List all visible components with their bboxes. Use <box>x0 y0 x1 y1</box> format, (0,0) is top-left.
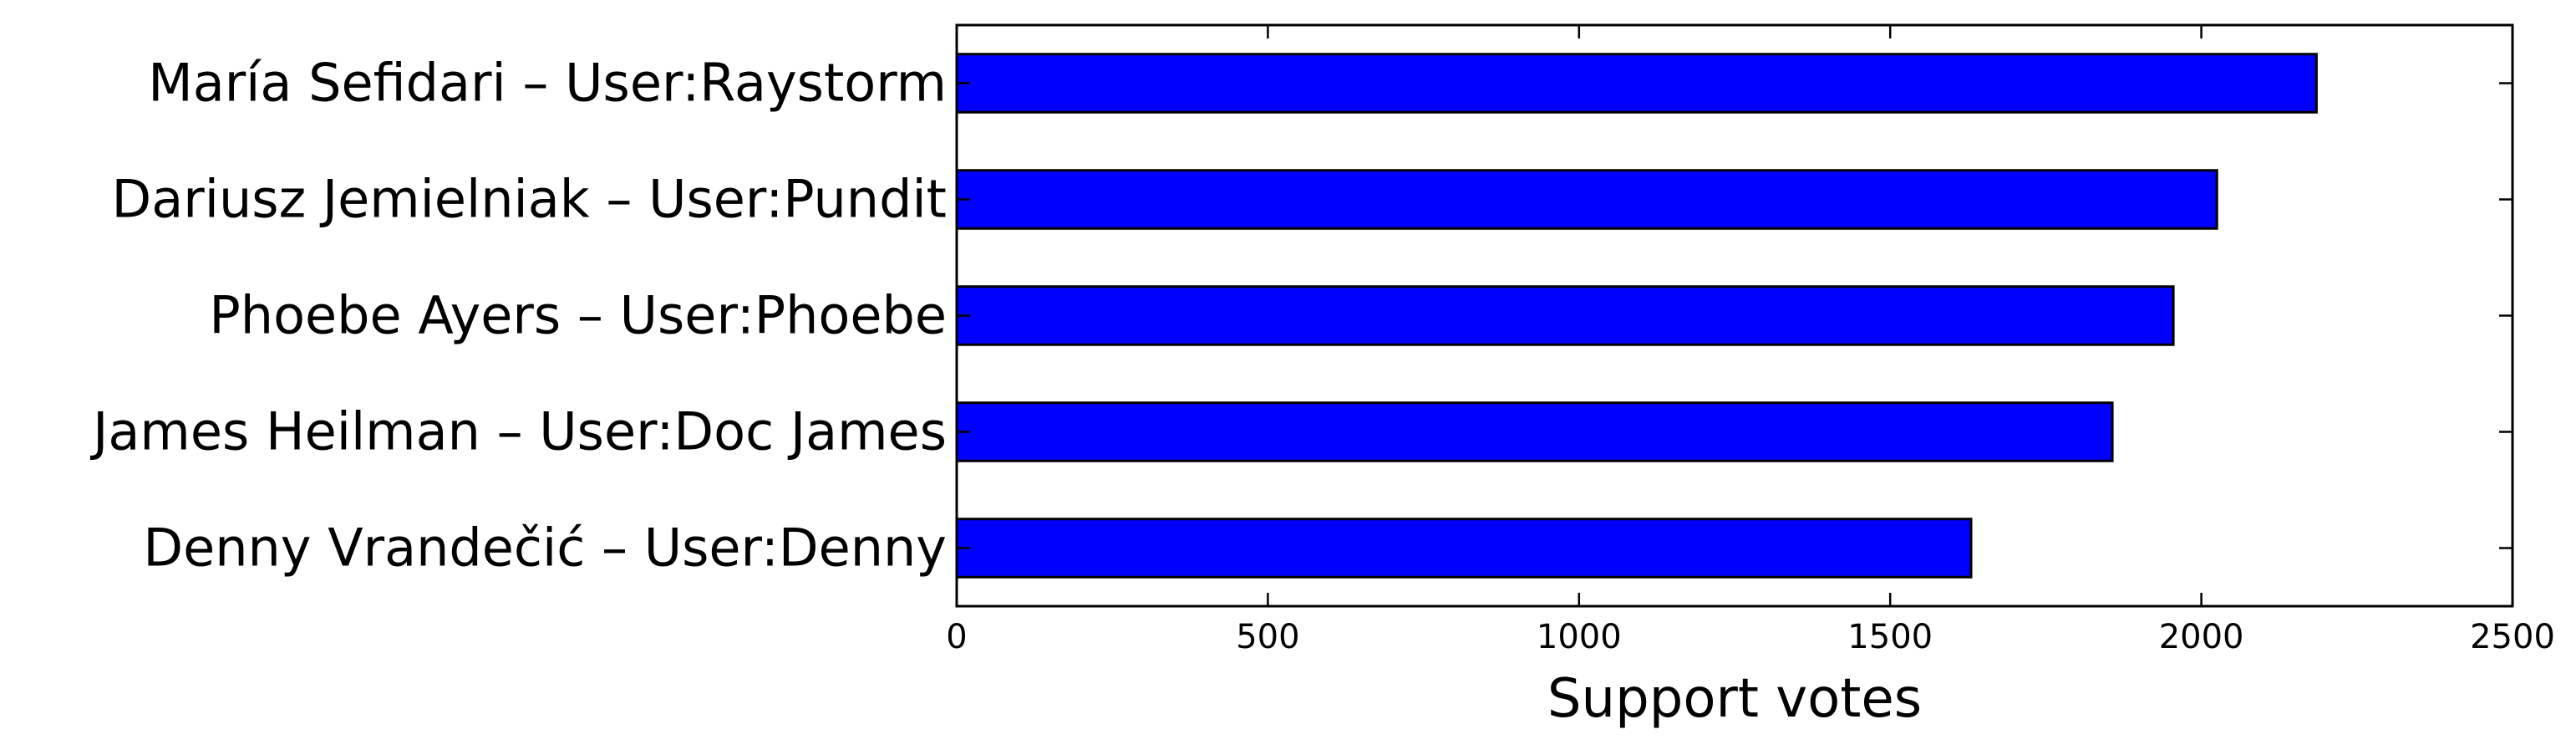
category-labels: María Sefidari – User:Raystorm Dariusz Je… <box>89 53 947 579</box>
bar-0 <box>955 53 2318 114</box>
bar-3 <box>955 401 2114 462</box>
category-label-4: Denny Vrandečić – User:Denny <box>143 518 947 579</box>
x-tick-label-3: 1500 <box>1847 618 1933 656</box>
x-tick-labels: 0 500 1000 1500 2000 2500 <box>946 618 2555 656</box>
x-tick-label-0: 0 <box>946 618 967 656</box>
category-label-3: James Heilman – User:Doc James <box>89 401 947 462</box>
x-axis-label: Support votes <box>1547 668 1922 730</box>
x-tick-label-5: 2500 <box>2470 618 2555 656</box>
x-tick-label-1: 500 <box>1236 618 1299 656</box>
category-label-2: Phoebe Ayers – User:Phoebe <box>209 285 947 346</box>
x-tick-label-2: 1000 <box>1537 618 1622 656</box>
plot-frame <box>955 23 2514 608</box>
x-tick-label-4: 2000 <box>2159 618 2244 656</box>
bar-4 <box>955 518 1973 579</box>
category-label-0: María Sefidari – User:Raystorm <box>148 53 947 114</box>
bar-1 <box>955 169 2218 230</box>
bars-group <box>955 53 2318 579</box>
bar-2 <box>955 285 2175 346</box>
category-label-1: Dariusz Jemielniak – User:Pundit <box>112 169 947 230</box>
